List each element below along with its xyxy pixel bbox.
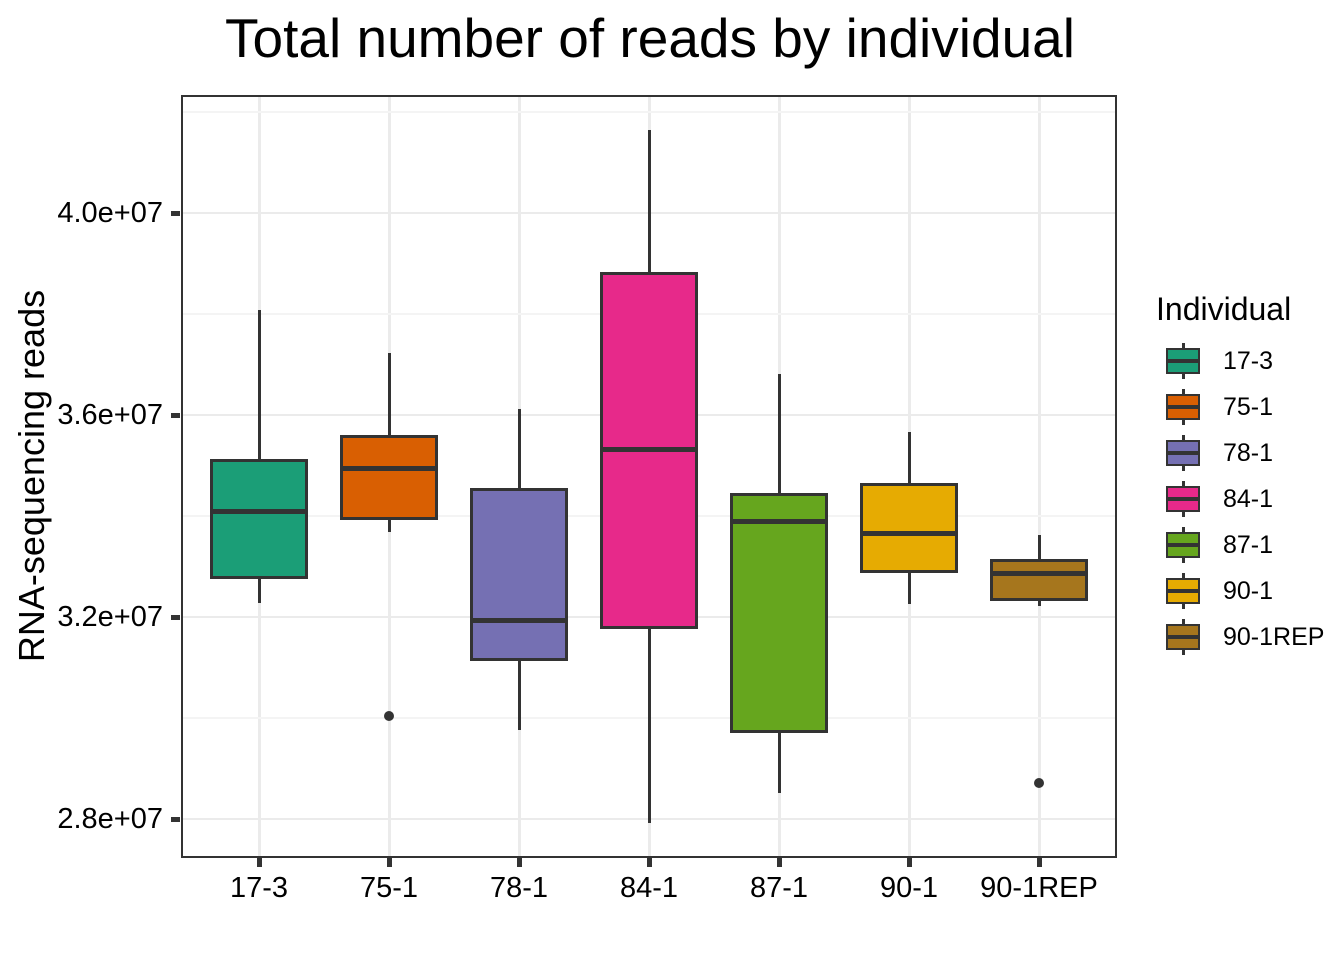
legend-median-line bbox=[1168, 497, 1198, 501]
legend-median-line bbox=[1168, 543, 1198, 547]
lower-whisker-87-1 bbox=[777, 733, 781, 794]
lower-whisker-84-1 bbox=[647, 629, 651, 824]
legend-row-75-1: 75-1 bbox=[1165, 389, 1324, 425]
x-tick-mark bbox=[646, 858, 652, 867]
legend-median-line bbox=[1168, 359, 1198, 363]
x-tick-mark bbox=[386, 858, 392, 867]
legend: Individual 17-3 75-1 78-1 84-1 87-1 90-1 90-1R… bbox=[1156, 289, 1324, 665]
upper-whisker-84-1 bbox=[647, 129, 651, 273]
median-line-78-1 bbox=[472, 617, 566, 623]
median-line-17-3 bbox=[212, 508, 306, 514]
median-line-87-1 bbox=[732, 518, 826, 524]
median-line-90-1REP bbox=[992, 570, 1086, 576]
lower-whisker-75-1 bbox=[387, 520, 391, 533]
y-tick-label: 3.6e+07 bbox=[57, 399, 163, 432]
x-tick-label: 87-1 bbox=[749, 872, 809, 904]
legend-label: 17-3 bbox=[1223, 346, 1274, 375]
legend-key-boxplot-icon bbox=[1165, 435, 1201, 471]
x-tick-mark bbox=[256, 858, 262, 867]
upper-whisker-78-1 bbox=[517, 409, 521, 489]
outlier-dot-90-1REP bbox=[1034, 778, 1044, 789]
legend-label: 87-1 bbox=[1223, 530, 1274, 559]
legend-key-boxplot-icon bbox=[1165, 389, 1201, 425]
x-tick-mark bbox=[776, 858, 782, 867]
legend-median-line bbox=[1168, 405, 1198, 409]
x-tick-label: 75-1 bbox=[359, 872, 419, 904]
legend-median-line bbox=[1168, 451, 1198, 455]
x-tick-mark bbox=[1036, 858, 1042, 867]
legend-key-boxplot-icon bbox=[1165, 343, 1201, 379]
median-line-84-1 bbox=[602, 447, 696, 453]
median-line-90-1 bbox=[862, 530, 956, 536]
gridline-vertical-major bbox=[1037, 97, 1041, 856]
legend-row-78-1: 78-1 bbox=[1165, 435, 1324, 471]
x-tick-label: 17-3 bbox=[229, 872, 289, 904]
y-tick-mark bbox=[171, 413, 180, 419]
lower-whisker-90-1REP bbox=[1037, 600, 1041, 607]
y-tick-mark bbox=[171, 817, 180, 823]
legend-row-90-1REP: 90-1REP bbox=[1165, 619, 1324, 655]
legend-title: Individual bbox=[1156, 291, 1292, 327]
upper-whisker-17-3 bbox=[257, 310, 261, 460]
upper-whisker-75-1 bbox=[387, 353, 391, 436]
box-90-1 bbox=[860, 483, 958, 574]
legend-row-84-1: 84-1 bbox=[1165, 481, 1324, 517]
legend-label: 75-1 bbox=[1223, 392, 1274, 421]
y-tick-mark bbox=[171, 211, 180, 217]
outlier-dot-75-1 bbox=[384, 710, 394, 721]
x-tick-label: 90-1REP bbox=[980, 872, 1098, 904]
upper-whisker-87-1 bbox=[777, 374, 781, 493]
box-87-1 bbox=[730, 492, 828, 734]
upper-whisker-90-1REP bbox=[1037, 535, 1041, 560]
lower-whisker-90-1 bbox=[907, 573, 911, 604]
legend-row-87-1: 87-1 bbox=[1165, 527, 1324, 563]
x-tick-mark bbox=[906, 858, 912, 867]
box-78-1 bbox=[470, 488, 568, 662]
legend-key-boxplot-icon bbox=[1165, 619, 1201, 655]
y-tick-label: 4.0e+07 bbox=[57, 197, 163, 230]
upper-whisker-90-1 bbox=[907, 432, 911, 484]
box-17-3 bbox=[210, 459, 308, 580]
y-tick-label: 2.8e+07 bbox=[57, 803, 163, 836]
legend-key-boxplot-icon bbox=[1165, 573, 1201, 609]
legend-key-boxplot-icon bbox=[1165, 481, 1201, 517]
legend-label: 90-1REP bbox=[1223, 622, 1325, 651]
plot-title: Total number of reads by individual bbox=[225, 7, 1075, 69]
box-90-1REP bbox=[990, 559, 1088, 601]
median-line-75-1 bbox=[342, 465, 436, 471]
x-tick-label: 90-1 bbox=[879, 872, 939, 904]
y-tick-mark bbox=[171, 615, 180, 621]
x-tick-mark bbox=[516, 858, 522, 867]
x-tick-label: 78-1 bbox=[489, 872, 549, 904]
legend-median-line bbox=[1168, 635, 1198, 639]
legend-row-90-1: 90-1 bbox=[1165, 573, 1324, 609]
y-tick-label: 3.2e+07 bbox=[57, 601, 163, 634]
lower-whisker-78-1 bbox=[517, 661, 521, 731]
lower-whisker-17-3 bbox=[257, 579, 261, 603]
legend-median-line bbox=[1168, 589, 1198, 593]
plot-panel bbox=[181, 95, 1117, 858]
box-75-1 bbox=[340, 435, 438, 521]
legend-label: 78-1 bbox=[1223, 438, 1274, 467]
legend-key-boxplot-icon bbox=[1165, 527, 1201, 563]
legend-label: 90-1 bbox=[1223, 576, 1274, 605]
gridline-minor bbox=[183, 111, 1115, 114]
x-tick-label: 84-1 bbox=[619, 872, 679, 904]
legend-row-17-3: 17-3 bbox=[1165, 343, 1324, 379]
legend-rows: 17-3 75-1 78-1 84-1 87-1 90-1 90-1REP bbox=[1156, 343, 1324, 655]
legend-label: 84-1 bbox=[1223, 484, 1274, 513]
